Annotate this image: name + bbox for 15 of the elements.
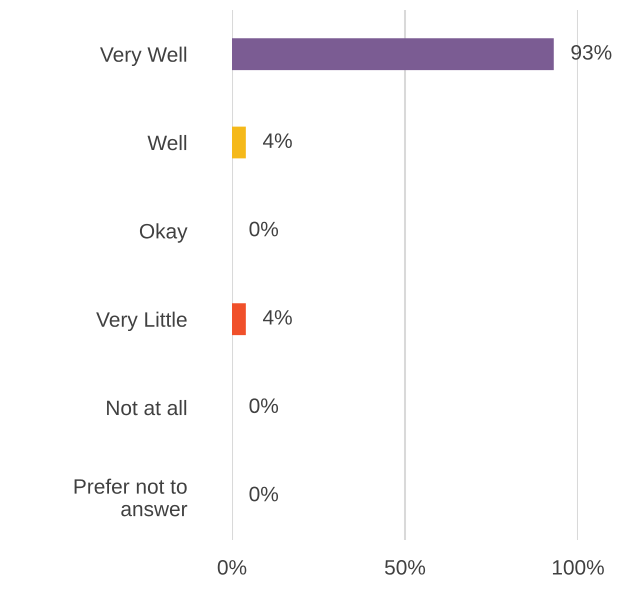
y-tick-label: Prefer not to answer (74, 478, 188, 516)
y-tick-label: Very Little (96, 312, 187, 332)
x-tick-label: 100% (552, 560, 604, 575)
data-label: 0% (249, 222, 278, 236)
y-tick-label: Okay (140, 223, 188, 243)
y-tick-label: Well (148, 134, 186, 150)
data-label: 0% (249, 486, 278, 502)
data-label: 4% (262, 310, 292, 325)
data-label: 0% (249, 398, 278, 414)
data-label: 93% (571, 45, 612, 60)
x-tick-label: 0% (218, 560, 246, 575)
data-label: 4% (262, 133, 292, 148)
y-tick-label: Not at all (107, 400, 186, 416)
x-tick-label: 50% (384, 560, 426, 575)
y-tick-label: Very Well (100, 46, 186, 66)
